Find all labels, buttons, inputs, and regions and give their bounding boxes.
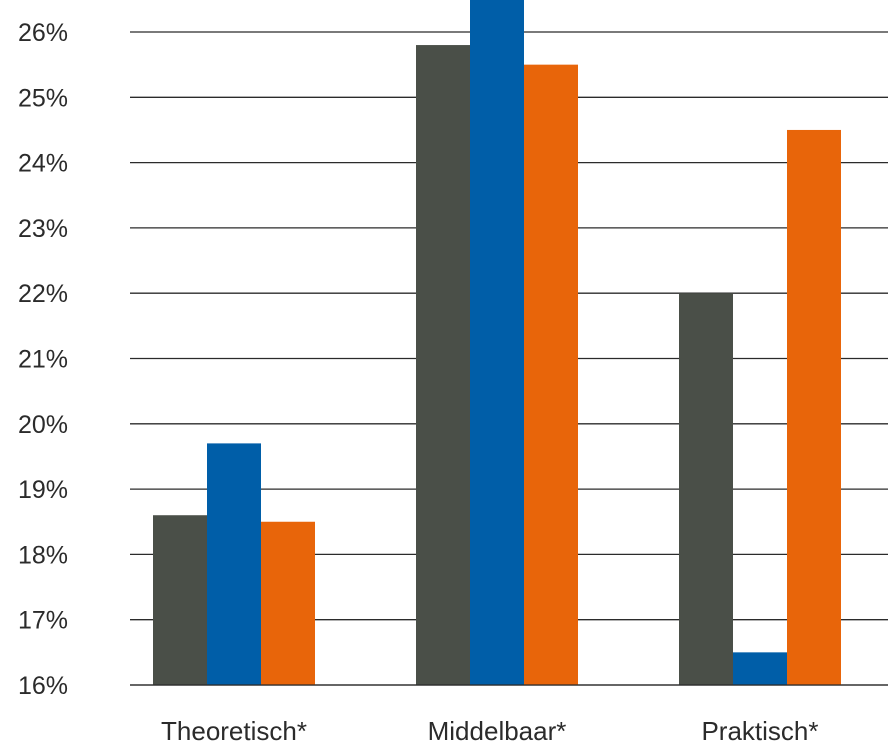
y-tick-label: 18% [18,541,68,569]
bar-1-series-1 [153,515,207,685]
bar-1-series-2 [207,443,261,685]
y-tick-label: 16% [18,672,68,700]
x-category-label: Theoretisch* [161,716,307,746]
y-tick-label: 26% [18,19,68,47]
bar-3-series-1 [679,293,733,685]
y-tick-label: 20% [18,411,68,439]
y-tick-label: 19% [18,476,68,504]
y-tick-label: 17% [18,607,68,635]
bar-2-series-2 [470,0,524,685]
bar-2-series-3 [524,64,578,685]
y-tick-label: 24% [18,150,68,178]
x-category-label: Praktisch* [701,716,818,746]
axes: 16% 17% 18% 19% 20% 21% 22% 23% 24% 25% 26% Theoret… [18,19,888,746]
y-tick-label: 21% [18,346,68,374]
y-tick-label: 23% [18,215,68,243]
bar-3-series-2 [733,652,787,685]
y-tick-label: 25% [18,84,68,112]
y-tick-label: 22% [18,280,68,308]
bar-2-series-1 [416,45,470,686]
bar-3-series-3 [787,129,841,685]
bars [153,0,841,686]
bar-1-series-3 [261,521,315,685]
x-category-label: Middelbaar* [428,716,567,746]
